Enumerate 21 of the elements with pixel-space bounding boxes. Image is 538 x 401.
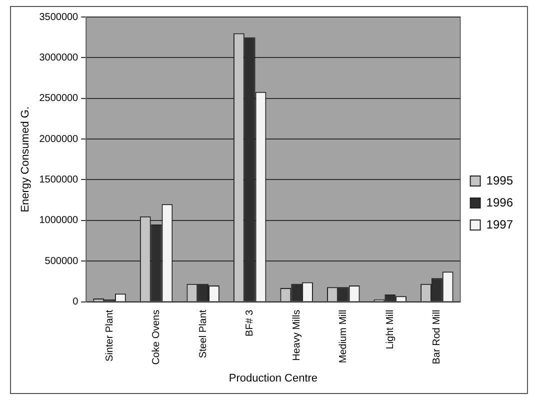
x-tick-label: Heavy Mills xyxy=(291,310,302,361)
x-tick-label: Steel Plant xyxy=(198,310,209,358)
legend-label: 1996 xyxy=(486,195,514,210)
x-tick-label: Sinter Plant xyxy=(104,310,116,362)
y-tick-label: 3500000 xyxy=(39,12,79,23)
x-tick-label: Bar Rod Mill xyxy=(432,310,443,364)
x-tick-label: BF# 3 xyxy=(244,309,256,336)
legend-label: 1995 xyxy=(486,173,514,188)
y-tick-label: 2500000 xyxy=(39,93,79,104)
y-axis-title: Energy Consumed G. xyxy=(20,106,32,212)
y-tick-label: 0 xyxy=(72,296,79,308)
x-tick-label: Coke Ovens xyxy=(151,310,162,365)
x-tick-label: Light Mill xyxy=(384,310,396,350)
y-tick-label: 3000000 xyxy=(39,52,79,64)
y-tick-label: 500000 xyxy=(44,256,79,267)
legend-label: 1997 xyxy=(486,217,514,232)
y-tick-label: 2000000 xyxy=(39,134,79,145)
y-tick-label: 1500000 xyxy=(39,174,79,186)
y-tick-label: 1000000 xyxy=(39,215,79,226)
x-axis-title: Production Centre xyxy=(228,372,318,384)
x-tick-label: Medium Mill xyxy=(338,310,350,364)
